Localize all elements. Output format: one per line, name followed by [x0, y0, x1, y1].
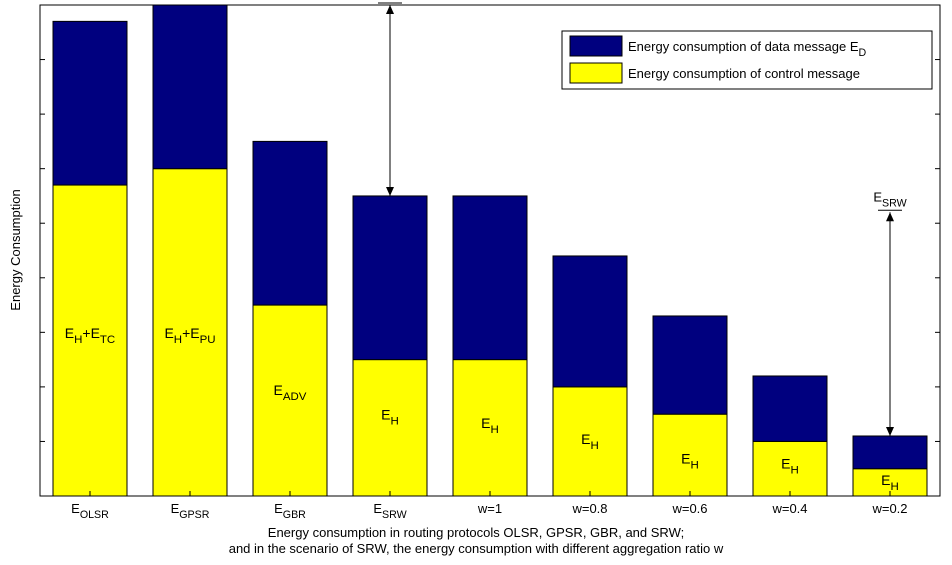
legend-swatch-data: [569, 35, 623, 57]
x-tick-label: EOLSR​: [71, 501, 109, 521]
x-tick-label: EGPSR​: [171, 501, 210, 521]
bar-control-message: [152, 168, 228, 497]
bar-data-message: [152, 4, 228, 170]
x-axis-label-line-2: and in the scenario of SRW, the energy c…: [228, 541, 724, 556]
x-tick-label: w=1: [477, 501, 502, 516]
bar-control-message: [52, 184, 128, 497]
bar-label: EADV​: [274, 382, 307, 403]
bar-data-message: [852, 435, 928, 470]
bar-data-message: [252, 140, 328, 306]
bar-label: EH​: [581, 431, 599, 452]
x-tick-label: ESRW​: [373, 501, 407, 521]
x-tick-label: w=0.2: [871, 501, 907, 516]
bar-control-message: [552, 386, 628, 497]
legend-label-control: Energy consumption of control message: [628, 66, 860, 81]
legend-label-data: Energy consumption of data message ED​: [628, 39, 867, 59]
x-tick-label: w=0.4: [771, 501, 807, 516]
legend-box: [561, 30, 933, 90]
bar-control-message: [752, 440, 828, 497]
bar-data-message: [352, 195, 428, 361]
bar-label: EH​+EPU​: [164, 325, 215, 346]
bar-label: EH​: [481, 415, 499, 436]
bar-data-message: [752, 375, 828, 442]
bar-control-message: [652, 413, 728, 497]
legend-swatch-control: [569, 62, 623, 84]
bar-control-message: [352, 359, 428, 497]
bar-data-message: [552, 255, 628, 388]
bar-control-message: [252, 304, 328, 497]
x-tick-label: w=0.8: [571, 501, 607, 516]
y-axis-label: Energy Consumption: [8, 189, 23, 310]
bar-data-message: [52, 20, 128, 186]
bar-label: EH​: [381, 407, 399, 428]
x-tick-label: w=0.6: [671, 501, 707, 516]
x-tick-label: EGBR​: [274, 501, 306, 521]
bar-data-message: [452, 195, 528, 361]
bar-data-message: [652, 315, 728, 415]
annotation-label: ESRW​: [873, 189, 907, 209]
bar-control-message: [452, 359, 528, 497]
bar-label: EH​+ETC​: [65, 325, 115, 346]
bar-label: EH​: [881, 472, 899, 493]
x-axis-label-line-1: Energy consumption in routing protocols …: [267, 525, 685, 540]
bar-label: EH​: [681, 450, 699, 471]
bar-label: EH​: [781, 456, 799, 477]
annotation-label: EGPSR​: [371, 0, 410, 2]
